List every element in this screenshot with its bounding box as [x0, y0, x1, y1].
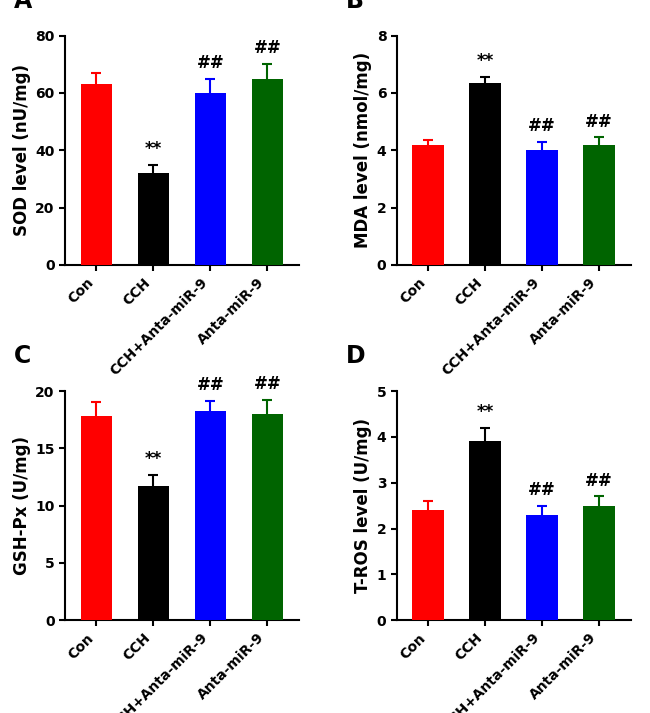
Text: A: A	[14, 0, 32, 13]
Bar	[526, 515, 558, 620]
Text: ##: ##	[196, 376, 224, 394]
Text: ##: ##	[528, 117, 556, 135]
Text: B: B	[345, 0, 363, 13]
Text: D: D	[345, 344, 365, 368]
Text: ##: ##	[254, 39, 281, 58]
Bar	[469, 441, 501, 620]
Bar	[252, 414, 283, 620]
Bar	[526, 150, 558, 265]
Y-axis label: SOD level (nU/mg): SOD level (nU/mg)	[13, 64, 31, 236]
Bar	[252, 78, 283, 265]
Bar	[584, 506, 615, 620]
Y-axis label: T-ROS level (U/mg): T-ROS level (U/mg)	[354, 418, 372, 593]
Bar	[413, 145, 444, 265]
Bar	[138, 486, 169, 620]
Text: C: C	[14, 344, 31, 368]
Y-axis label: MDA level (nmol/mg): MDA level (nmol/mg)	[354, 52, 372, 248]
Bar	[194, 411, 226, 620]
Text: **: **	[476, 52, 494, 71]
Text: **: **	[476, 403, 494, 421]
Bar	[81, 416, 112, 620]
Bar	[81, 84, 112, 265]
Text: ##: ##	[528, 481, 556, 499]
Bar	[469, 83, 501, 265]
Y-axis label: GSH-Px (U/mg): GSH-Px (U/mg)	[13, 436, 31, 575]
Text: ##: ##	[254, 375, 281, 394]
Text: ##: ##	[585, 113, 613, 130]
Bar	[584, 145, 615, 265]
Text: ##: ##	[585, 471, 613, 490]
Text: **: **	[145, 140, 162, 158]
Bar	[194, 93, 226, 265]
Bar	[138, 173, 169, 265]
Text: ##: ##	[196, 53, 224, 72]
Text: **: **	[145, 450, 162, 468]
Bar	[413, 511, 444, 620]
